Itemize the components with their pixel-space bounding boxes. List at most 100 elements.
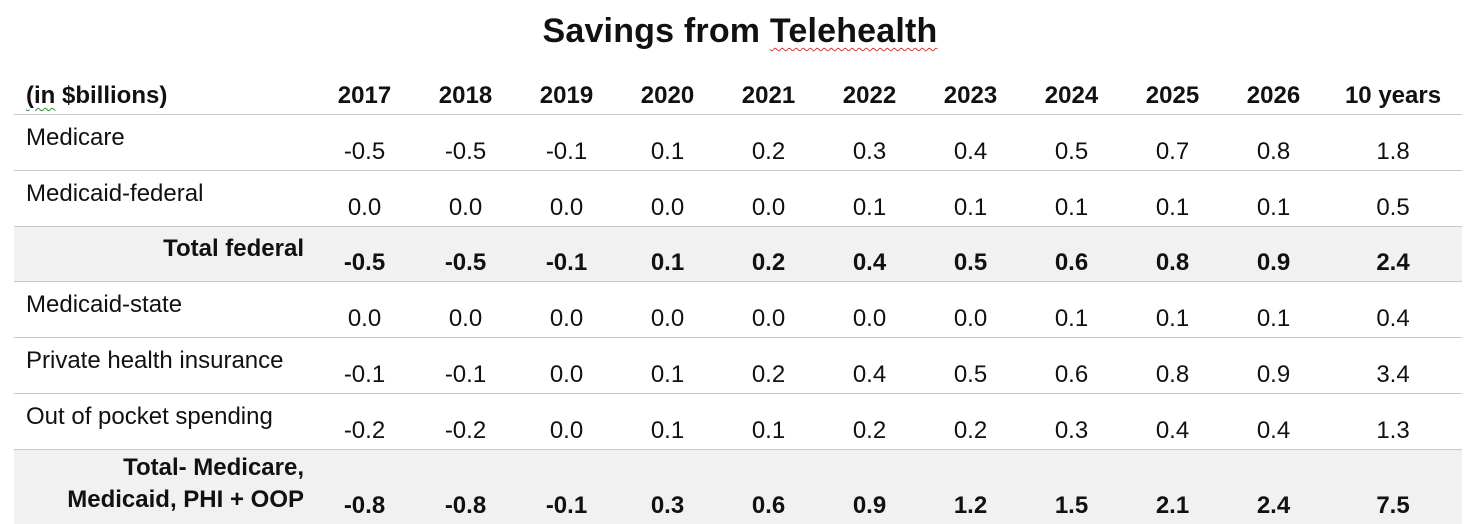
- table-cell: -0.1: [516, 227, 617, 282]
- table-cell: 0.1: [1223, 282, 1324, 338]
- table-cell: 0.2: [819, 394, 920, 450]
- table-cell: 0.1: [1122, 171, 1223, 227]
- table-cell: 0.2: [718, 338, 819, 394]
- table-cell: 0.5: [920, 338, 1021, 394]
- year-header: 2023: [920, 68, 1021, 115]
- table-cell: 0.1: [617, 338, 718, 394]
- table-cell: 0.4: [1223, 394, 1324, 450]
- table-cell: 0.0: [617, 282, 718, 338]
- table-cell: -0.8: [415, 450, 516, 524]
- table-cell: 1.5: [1021, 450, 1122, 524]
- table-cell: 0.0: [415, 171, 516, 227]
- table-cell: 0.1: [617, 115, 718, 171]
- year-header: 2020: [617, 68, 718, 115]
- year-header: 2026: [1223, 68, 1324, 115]
- table-cell: 0.1: [1122, 282, 1223, 338]
- table-cell: 0.5: [1021, 115, 1122, 171]
- table-cell: 0.0: [314, 171, 415, 227]
- table-cell: -0.5: [314, 227, 415, 282]
- row-label: Medicaid-federal: [14, 171, 314, 227]
- row-label: Out of pocket spending: [14, 394, 314, 450]
- table-cell: 0.1: [718, 394, 819, 450]
- table-cell: 0.2: [718, 227, 819, 282]
- table-cell: -0.1: [516, 115, 617, 171]
- title-word: Telehealth: [770, 12, 938, 50]
- grand-total-label-line1: Total- Medicare,: [123, 454, 304, 481]
- year-header: 2025: [1122, 68, 1223, 115]
- table-cell: 0.1: [1021, 282, 1122, 338]
- table-cell: 0.6: [1021, 227, 1122, 282]
- table-cell: 0.1: [819, 171, 920, 227]
- table-cell: -0.1: [516, 450, 617, 524]
- table-cell: 0.3: [819, 115, 920, 171]
- row-total-cell: 2.4: [1324, 227, 1462, 282]
- row-total-cell: 0.4: [1324, 282, 1462, 338]
- table-cell: -0.1: [415, 338, 516, 394]
- table-cell: 0.0: [920, 282, 1021, 338]
- table-cell: 0.2: [920, 394, 1021, 450]
- table-cell: 0.0: [617, 171, 718, 227]
- table-cell: 0.8: [1122, 338, 1223, 394]
- table-cell: 0.6: [718, 450, 819, 524]
- table-cell: 0.7: [1122, 115, 1223, 171]
- year-header: 2017: [314, 68, 415, 115]
- table-cell: 0.0: [516, 394, 617, 450]
- table-row: Out of pocket spending -0.2 -0.2 0.0 0.1…: [14, 394, 1462, 450]
- table-cell: 0.8: [1122, 227, 1223, 282]
- header-row: (in $billions) 2017 2018 2019 2020 2021 …: [14, 68, 1462, 115]
- year-header: 2021: [718, 68, 819, 115]
- title-prefix: Savings from: [542, 12, 769, 50]
- table-row: Medicare -0.5 -0.5 -0.1 0.1 0.2 0.3 0.4 …: [14, 115, 1462, 171]
- table-cell: 1.2: [920, 450, 1021, 524]
- row-total-cell: 1.3: [1324, 394, 1462, 450]
- subtotal-row: Total federal -0.5 -0.5 -0.1 0.1 0.2 0.4…: [14, 227, 1462, 282]
- row-total-cell: 0.5: [1324, 171, 1462, 227]
- table-cell: 0.4: [1122, 394, 1223, 450]
- table-cell: -0.2: [415, 394, 516, 450]
- grand-total-label: Total- Medicare,Medicaid, PHI + OOP: [14, 450, 314, 524]
- table-cell: 0.4: [819, 227, 920, 282]
- year-header: 2019: [516, 68, 617, 115]
- table-cell: -0.2: [314, 394, 415, 450]
- table-cell: 0.1: [920, 171, 1021, 227]
- table-cell: 0.6: [1021, 338, 1122, 394]
- table-row: Medicaid-federal 0.0 0.0 0.0 0.0 0.0 0.1…: [14, 171, 1462, 227]
- table-cell: 0.4: [819, 338, 920, 394]
- year-header: 2024: [1021, 68, 1122, 115]
- table-cell: 0.0: [516, 282, 617, 338]
- row-total-cell: 3.4: [1324, 338, 1462, 394]
- table-cell: 0.9: [819, 450, 920, 524]
- table-cell: 0.9: [1223, 338, 1324, 394]
- table-cell: 0.1: [1021, 171, 1122, 227]
- unit-rest: $billions): [55, 82, 167, 109]
- grand-total-row: Total- Medicare,Medicaid, PHI + OOP -0.8…: [14, 450, 1462, 524]
- table-cell: -0.5: [415, 227, 516, 282]
- table-cell: 0.2: [718, 115, 819, 171]
- unit-word: (in: [26, 82, 55, 109]
- table-cell: 0.0: [718, 171, 819, 227]
- table-title: Savings from Telehealth: [0, 12, 1480, 51]
- row-label: Private health insurance: [14, 338, 314, 394]
- table-cell: 0.0: [314, 282, 415, 338]
- row-label: Medicare: [14, 115, 314, 171]
- table-cell: 0.1: [617, 394, 718, 450]
- table-cell: 0.1: [617, 227, 718, 282]
- table-cell: 0.9: [1223, 227, 1324, 282]
- table-cell: 0.0: [516, 338, 617, 394]
- table-cell: 0.0: [718, 282, 819, 338]
- year-header: 2022: [819, 68, 920, 115]
- table-row: Medicaid-state 0.0 0.0 0.0 0.0 0.0 0.0 0…: [14, 282, 1462, 338]
- table-cell: 0.8: [1223, 115, 1324, 171]
- row-label: Medicaid-state: [14, 282, 314, 338]
- savings-table: (in $billions) 2017 2018 2019 2020 2021 …: [14, 68, 1462, 524]
- table-cell: 0.3: [617, 450, 718, 524]
- table-cell: 0.0: [819, 282, 920, 338]
- total-header: 10 years: [1324, 68, 1462, 115]
- table-cell: 0.5: [920, 227, 1021, 282]
- table-cell: 0.3: [1021, 394, 1122, 450]
- row-total-cell: 1.8: [1324, 115, 1462, 171]
- table-cell: 2.1: [1122, 450, 1223, 524]
- year-header: 2018: [415, 68, 516, 115]
- table-cell: 0.1: [1223, 171, 1324, 227]
- table-cell: 0.4: [920, 115, 1021, 171]
